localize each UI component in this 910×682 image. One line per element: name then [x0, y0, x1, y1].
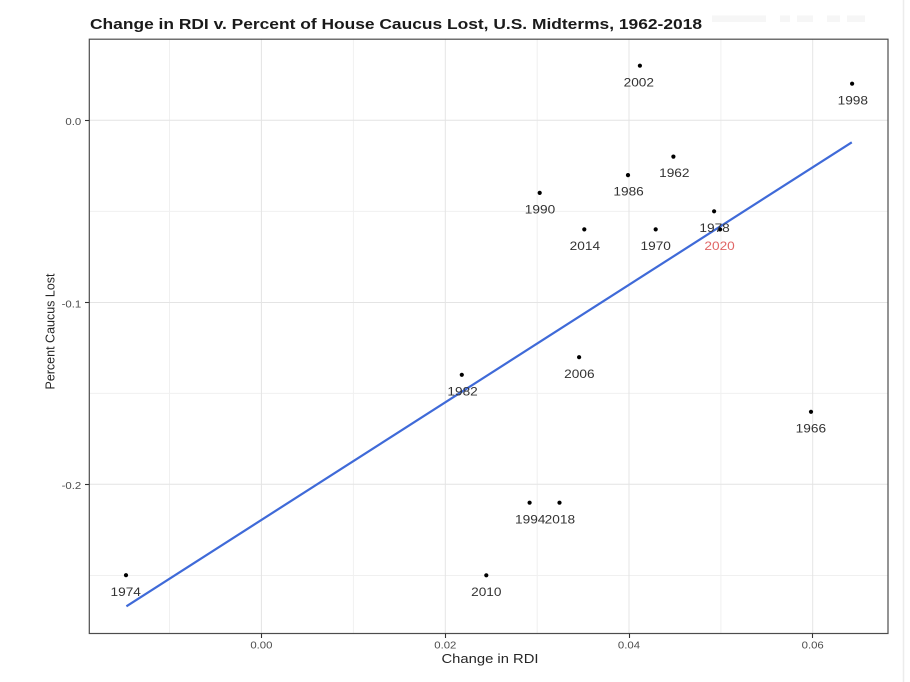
svg-text:Percent Caucus Lost: Percent Caucus Lost [44, 273, 58, 390]
svg-text:0.02: 0.02 [434, 641, 457, 652]
svg-text:0.00: 0.00 [250, 641, 273, 652]
svg-text:2020: 2020 [704, 239, 735, 253]
svg-text:1962: 1962 [659, 166, 690, 180]
svg-text:1970: 1970 [641, 239, 672, 253]
svg-text:2010: 2010 [471, 585, 502, 599]
svg-text:1998: 1998 [838, 93, 869, 107]
svg-text:1994: 1994 [515, 512, 546, 526]
svg-text:2018: 2018 [545, 512, 576, 526]
svg-text:Change in RDI: Change in RDI [442, 651, 539, 666]
svg-text:2014: 2014 [570, 239, 601, 253]
svg-text:2002: 2002 [624, 75, 655, 89]
svg-text:-0.1: -0.1 [62, 299, 82, 310]
svg-text:-0.2: -0.2 [62, 481, 82, 492]
svg-text:1966: 1966 [796, 421, 827, 435]
svg-text:1982: 1982 [447, 384, 478, 398]
svg-text:1986: 1986 [613, 185, 644, 199]
svg-text:1978: 1978 [699, 221, 730, 235]
svg-text:1974: 1974 [111, 585, 142, 599]
svg-text:0.06: 0.06 [802, 641, 825, 652]
svg-text:0.0: 0.0 [65, 117, 81, 128]
svg-text:0.04: 0.04 [618, 641, 641, 652]
svg-text:2006: 2006 [564, 367, 595, 381]
svg-text:Change in RDI v. Percent of Ho: Change in RDI v. Percent of House Caucus… [90, 16, 702, 33]
svg-text:1990: 1990 [525, 203, 556, 217]
